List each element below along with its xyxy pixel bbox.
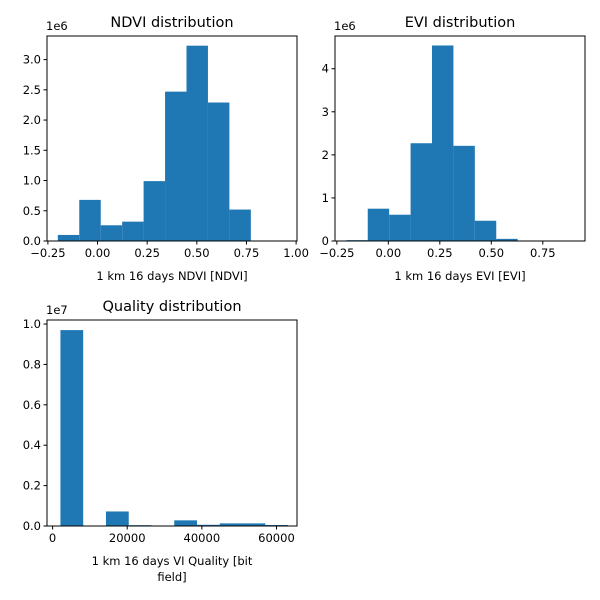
ndvi-bar-1 [79, 199, 101, 241]
quality-bar-9 [265, 524, 289, 526]
evi-ytick-label-1: 1 [322, 191, 329, 205]
ndvi-xtick-label-5: 1.00 [283, 246, 309, 260]
quality-xlabel-line-1: 1 km 16 days VI Quality [bit [92, 554, 253, 568]
quality-xtick-label-0: 0 [49, 531, 56, 545]
quality-ytick-label-5: 1.0 [23, 317, 41, 331]
quality-bar-2 [105, 511, 129, 526]
quality-ytick-label-4: 0.8 [23, 357, 41, 371]
evi-xtick-label-4: 0.75 [530, 246, 556, 260]
ndvi-xtick-label-0: −0.25 [30, 246, 65, 260]
evi-ytick-label-3: 3 [322, 105, 329, 119]
ndvi-offset-label: 1e6 [46, 19, 68, 33]
ndvi-bar-4 [143, 181, 166, 241]
evi-offset-label: 1e6 [334, 19, 356, 33]
evi-bar-5 [453, 145, 475, 241]
ndvi-ytick-label-4: 2.0 [23, 113, 41, 127]
ndvi-xtick-label-2: 0.25 [134, 246, 160, 260]
ndvi-xtick-label-4: 0.75 [234, 246, 260, 260]
ndvi-bar-6 [186, 45, 208, 242]
quality-bar-6 [197, 524, 220, 526]
quality-offset-label: 1e7 [46, 303, 68, 317]
evi-ytick-label-4: 4 [322, 62, 329, 76]
ndvi-bar-7 [207, 102, 230, 242]
evi-bar-4 [431, 45, 454, 241]
quality-ytick-label-1: 0.2 [23, 479, 41, 493]
quality-ytick-label-2: 0.4 [23, 438, 41, 452]
quality-xtick-label-2: 40000 [184, 531, 221, 545]
ndvi-ytick-label-0: 0.0 [23, 234, 41, 248]
ndvi-bar-2 [100, 225, 123, 241]
evi-panel: EVI distribution 1e6 1 km 16 days EVI [E… [319, 15, 586, 283]
ndvi-title: NDVI distribution [110, 15, 233, 31]
ndvi-bar-3 [122, 221, 144, 241]
evi-xtick-label-3: 0.50 [478, 246, 504, 260]
ndvi-panel: NDVI distribution 1e6 1 km 16 days NDVI … [23, 15, 309, 283]
quality-ytick-label-0: 0.0 [23, 519, 41, 533]
ndvi-ytick-label-1: 0.5 [23, 204, 41, 218]
evi-bar-7 [496, 238, 518, 241]
evi-title: EVI distribution [405, 15, 516, 31]
ndvi-bar-0 [57, 234, 80, 241]
quality-title: Quality distribution [102, 299, 241, 315]
quality-bar-5 [174, 520, 197, 526]
quality-bar-0 [60, 330, 84, 526]
ndvi-ytick-label-6: 3.0 [23, 53, 41, 67]
ndvi-xlabel: 1 km 16 days NDVI [NDVI] [96, 269, 247, 283]
ndvi-ytick-label-3: 1.5 [23, 143, 41, 157]
evi-bar-1 [367, 208, 390, 241]
ndvi-xtick-label-3: 0.50 [184, 246, 210, 260]
quality-ytick-label-3: 0.6 [23, 398, 41, 412]
ndvi-axes-frame [46, 35, 298, 242]
ndvi-ytick-label-5: 2.5 [23, 83, 41, 97]
ndvi-bar-5 [165, 91, 187, 241]
ndvi-bar-8 [229, 209, 251, 241]
evi-xtick-label-2: 0.25 [427, 246, 453, 260]
evi-ytick-label-0: 0 [322, 234, 329, 248]
quality-bar-7 [219, 523, 243, 526]
quality-axes-frame [46, 319, 298, 527]
evi-xtick-label-1: 0.00 [376, 246, 402, 260]
evi-axes-frame [334, 35, 586, 242]
ndvi-ytick-label-2: 1.0 [23, 174, 41, 188]
evi-xlabel: 1 km 16 days EVI [EVI] [394, 269, 525, 283]
evi-xtick-label-0: −0.25 [319, 246, 354, 260]
quality-xtick-label-3: 60000 [258, 531, 295, 545]
ndvi-xtick-label-1: 0.00 [85, 246, 111, 260]
evi-ytick-label-2: 2 [322, 148, 329, 162]
quality-bar-8 [242, 523, 266, 526]
evi-bar-3 [410, 143, 432, 241]
evi-bar-2 [389, 214, 411, 241]
quality-xtick-label-1: 20000 [109, 531, 146, 545]
quality-xlabel-line-2: field] [157, 570, 186, 584]
quality-panel: Quality distribution 1e7 1 km 16 days VI… [23, 299, 298, 584]
evi-bar-6 [474, 220, 497, 241]
